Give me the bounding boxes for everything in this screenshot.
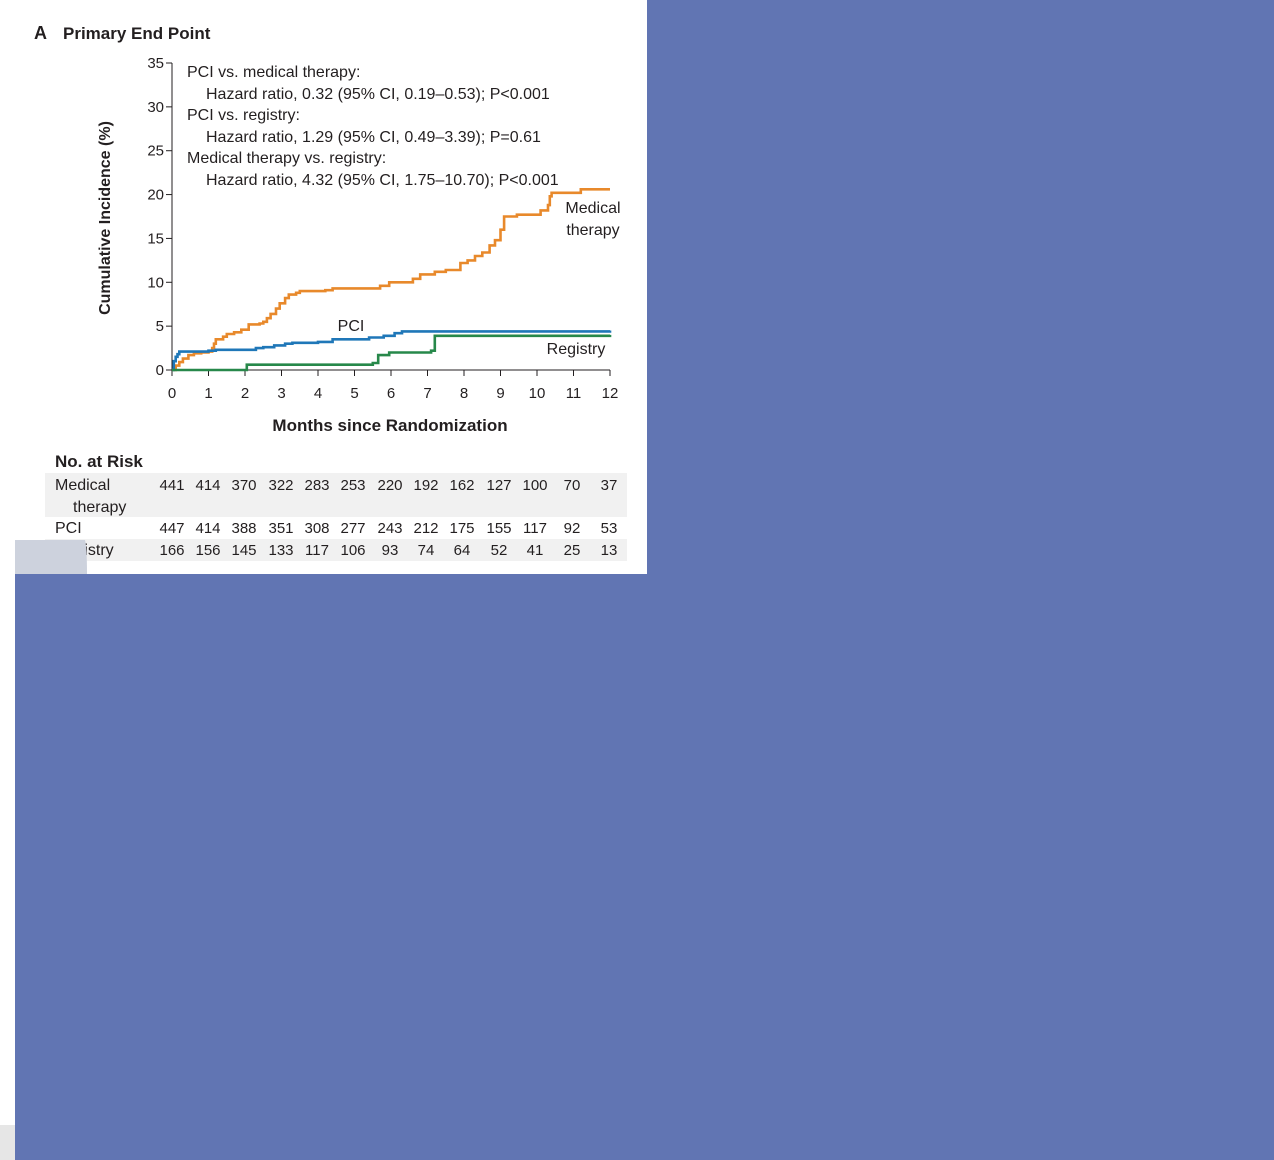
risk-value: 253	[340, 477, 365, 494]
x-tick-label: 5	[350, 385, 358, 402]
y-tick-label: 10	[147, 274, 164, 291]
risk-value: 414	[195, 477, 220, 494]
risk-value: 162	[449, 477, 474, 494]
risk-value: 447	[159, 520, 184, 537]
risk-value: 308	[304, 520, 329, 537]
x-tick-label: 4	[314, 385, 322, 402]
x-axis-label: Months since Randomization	[272, 416, 507, 435]
series-label: Registry	[547, 341, 606, 358]
km-chart: A Primary End Point Cumulative Incidence…	[15, 23, 627, 574]
risk-value: 388	[231, 520, 256, 537]
risk-value: 100	[522, 477, 547, 494]
y-tick-label: 25	[147, 143, 164, 160]
y-tick-label: 15	[147, 230, 164, 247]
x-tick-label: 8	[460, 385, 468, 402]
curve-registry	[172, 334, 612, 372]
x-tick-label: 1	[204, 385, 212, 402]
x-tick-label: 2	[241, 385, 249, 402]
risk-value: 175	[449, 520, 474, 537]
risk-value: 212	[413, 520, 438, 537]
panel-letter: A	[34, 23, 47, 43]
x-tick-label: 6	[387, 385, 395, 402]
x-tick-label: 11	[566, 385, 582, 402]
risk-row-label: PCI	[55, 520, 82, 537]
x-tick-label: 10	[529, 385, 546, 402]
corner-tab-shape	[15, 540, 87, 574]
risk-value: 117	[305, 542, 329, 559]
x-tick-label: 9	[496, 385, 504, 402]
risk-row-label: Medical	[55, 477, 110, 494]
risk-value: 133	[268, 542, 293, 559]
risk-value: 156	[195, 542, 220, 559]
risk-value: 166	[159, 542, 184, 559]
series-label: PCI	[338, 318, 365, 335]
panel-title: Primary End Point	[63, 24, 211, 43]
risk-value: 117	[523, 520, 547, 537]
y-tick-label: 30	[147, 99, 164, 116]
risk-row-band	[45, 539, 627, 561]
risk-value: 220	[377, 477, 402, 494]
x-tick-label: 12	[602, 385, 619, 402]
risk-value: 277	[340, 520, 365, 537]
risk-value: 414	[195, 520, 220, 537]
y-tick-label: 35	[147, 55, 164, 72]
risk-value: 351	[268, 520, 293, 537]
y-tick-label: 0	[156, 362, 164, 379]
window-left-strip-bottom	[0, 1125, 15, 1160]
risk-value: 106	[340, 542, 365, 559]
y-axis-label: Cumulative Incidence (%)	[97, 121, 114, 315]
curve-medical-therapy	[172, 188, 610, 372]
risk-value: 64	[454, 542, 471, 559]
comparison-heading: Medical therapy vs. registry:	[187, 150, 386, 167]
hazard-ratio-text: Hazard ratio, 0.32 (95% CI, 0.19–0.53); …	[206, 86, 550, 103]
risk-value: 74	[418, 542, 435, 559]
risk-value: 93	[382, 542, 399, 559]
risk-value: 25	[564, 542, 581, 559]
risk-value: 283	[304, 477, 329, 494]
risk-value: 52	[491, 542, 508, 559]
y-tick-label: 20	[147, 187, 164, 204]
risk-value: 70	[564, 477, 581, 494]
risk-value: 37	[601, 477, 618, 494]
risk-value: 92	[564, 520, 581, 537]
series-label: Medical	[565, 200, 620, 217]
risk-table-title: No. at Risk	[55, 452, 143, 471]
risk-value: 13	[601, 542, 618, 559]
series-label: therapy	[566, 222, 619, 239]
window-left-strip	[0, 0, 15, 1160]
figure-panel: A Primary End Point Cumulative Incidence…	[15, 0, 647, 574]
hazard-ratio-text: Hazard ratio, 4.32 (95% CI, 1.75–10.70);…	[206, 172, 559, 189]
risk-row-band	[45, 473, 627, 517]
risk-value: 441	[159, 477, 184, 494]
x-tick-label: 7	[423, 385, 431, 402]
risk-value: 145	[231, 542, 256, 559]
risk-value: 41	[527, 542, 544, 559]
comparison-heading: PCI vs. medical therapy:	[187, 64, 360, 81]
risk-value: 370	[231, 477, 256, 494]
risk-value: 322	[268, 477, 293, 494]
risk-value: 155	[486, 520, 511, 537]
risk-value: 53	[601, 520, 618, 537]
risk-value: 192	[413, 477, 438, 494]
risk-value: 243	[377, 520, 402, 537]
y-tick-label: 5	[156, 318, 164, 335]
risk-row-label: therapy	[73, 499, 126, 516]
curve-pci	[172, 330, 612, 372]
x-tick-label: 0	[168, 385, 176, 402]
comparison-heading: PCI vs. registry:	[187, 107, 300, 124]
x-tick-label: 3	[277, 385, 285, 402]
hazard-ratio-text: Hazard ratio, 1.29 (95% CI, 0.49–3.39); …	[206, 129, 541, 146]
risk-value: 127	[486, 477, 511, 494]
